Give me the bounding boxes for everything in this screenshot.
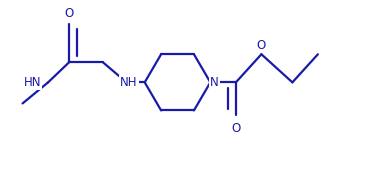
Text: O: O (231, 122, 240, 135)
Text: O: O (257, 39, 266, 53)
Text: N: N (210, 76, 219, 89)
Text: HN: HN (24, 76, 41, 89)
Text: NH: NH (120, 76, 138, 89)
Text: O: O (65, 7, 74, 20)
